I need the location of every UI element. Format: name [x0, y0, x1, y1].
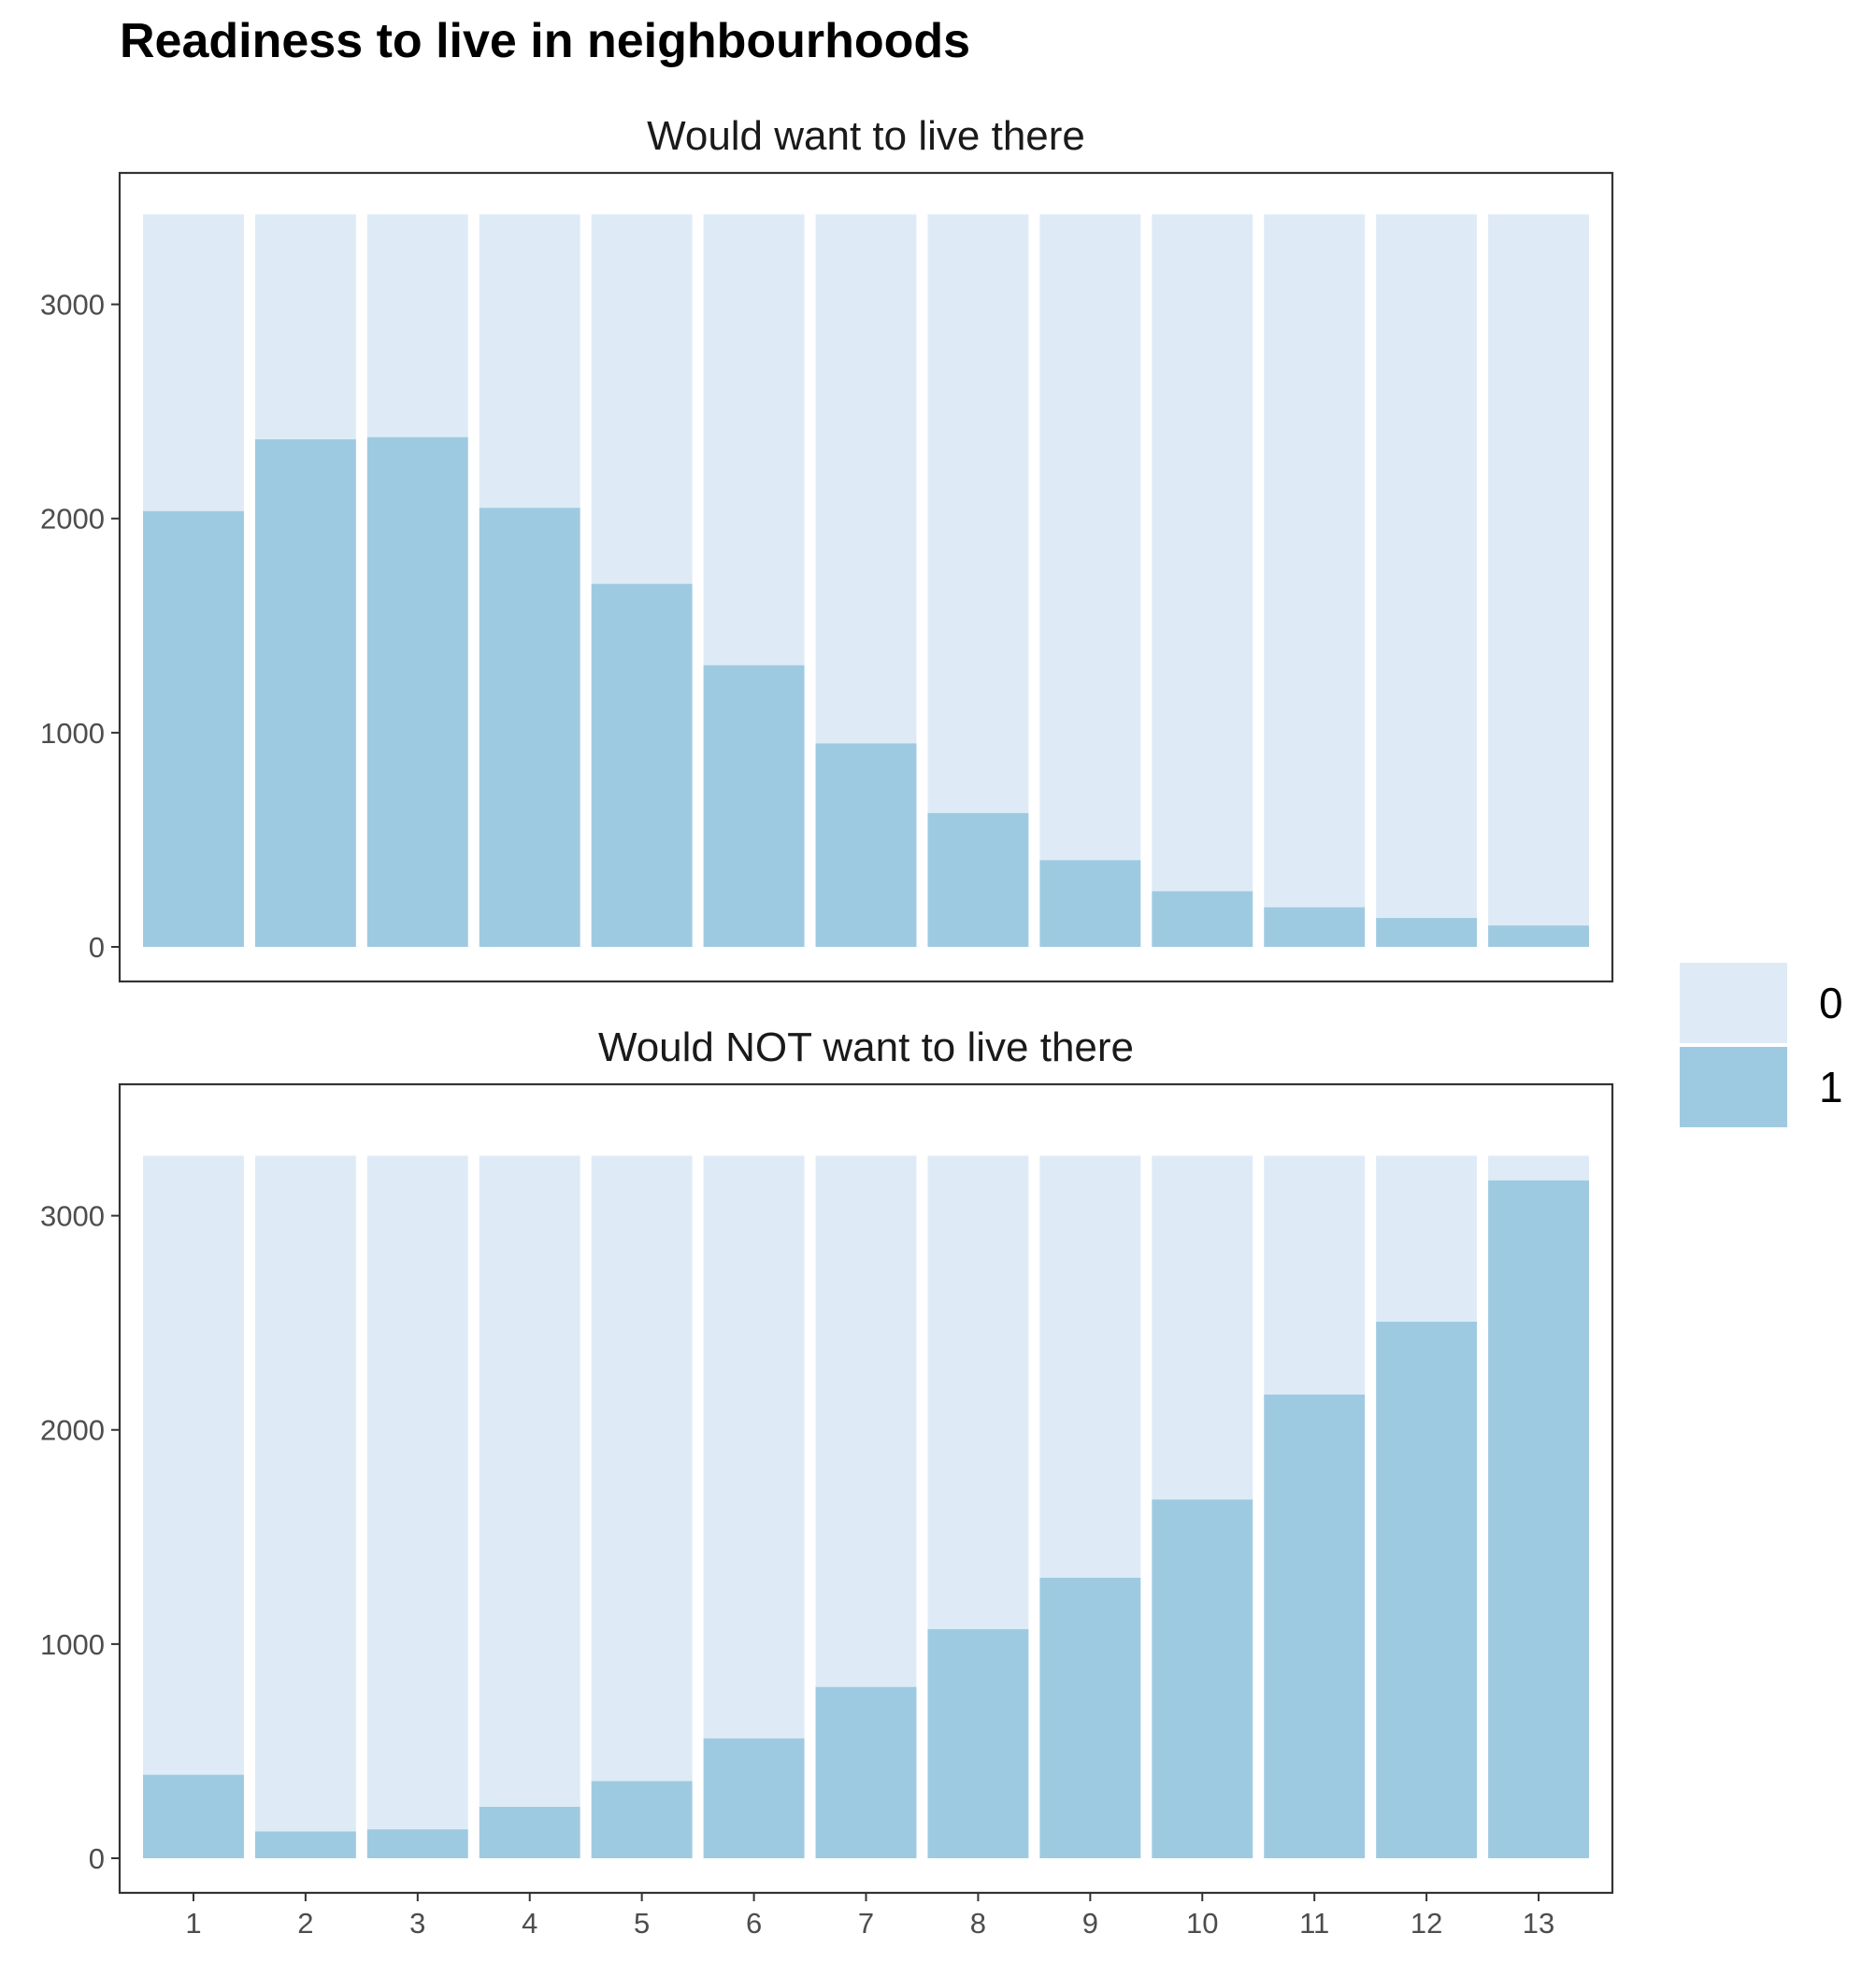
- y-tick-label: 2000: [40, 1414, 105, 1447]
- bar-segment-1: [479, 508, 580, 947]
- bar-segment-0: [703, 1155, 805, 1739]
- bar-segment-1: [927, 812, 1029, 947]
- bar-segment-0: [1488, 1155, 1590, 1181]
- bar-segment-0: [815, 1155, 917, 1687]
- bar-segment-0: [1376, 214, 1478, 919]
- bar-segment-1: [591, 1781, 693, 1858]
- bar-segment-1: [142, 510, 244, 947]
- bar-segment-0: [1488, 214, 1590, 926]
- panel-title: Would NOT want to live there: [598, 1024, 1134, 1070]
- x-tick-label: 7: [858, 1907, 874, 1940]
- bar-segment-0: [1152, 214, 1253, 892]
- x-tick-label: 4: [522, 1907, 537, 1940]
- bar-segment-1: [703, 665, 805, 947]
- bar-segment-0: [927, 1155, 1029, 1629]
- bar-segment-0: [815, 214, 917, 744]
- bar-segment-1: [1039, 860, 1141, 947]
- chart-title: Readiness to live in neighbourhoods: [120, 14, 971, 68]
- bar-segment-0: [1264, 1155, 1366, 1395]
- bar-segment-0: [366, 1155, 468, 1830]
- bar-segment-0: [591, 1155, 693, 1782]
- bar-segment-1: [703, 1738, 805, 1858]
- bar-segment-0: [1376, 1155, 1478, 1323]
- x-tick-label: 3: [409, 1907, 425, 1940]
- bar-segment-0: [591, 214, 693, 584]
- legend-key-0: [1680, 963, 1787, 1043]
- legend-key-1: [1680, 1047, 1787, 1127]
- bar-segment-0: [366, 214, 468, 437]
- bar-segment-1: [1264, 907, 1366, 947]
- bar-segment-1: [815, 743, 917, 947]
- x-tick-label: 9: [1082, 1907, 1098, 1940]
- bar-segment-0: [927, 214, 1029, 813]
- legend-label: 0: [1819, 979, 1843, 1027]
- panel-2: Would NOT want to live there 0 1000 2000 300…: [40, 1024, 1614, 1895]
- y-tick-label: 1000: [40, 1628, 105, 1661]
- bar-segment-0: [254, 214, 356, 439]
- x-tick-label: 12: [1411, 1907, 1442, 1940]
- bar-segment-0: [1152, 1155, 1253, 1500]
- bar-segment-0: [254, 1155, 356, 1832]
- bar-segment-1: [1376, 1322, 1478, 1858]
- x-tick-label: 10: [1186, 1907, 1218, 1940]
- bar-segment-1: [254, 438, 356, 947]
- bar-segment-1: [1376, 918, 1478, 947]
- bar-segment-0: [479, 1155, 580, 1808]
- bar-segment-1: [1488, 925, 1590, 947]
- bar-segment-0: [1264, 214, 1366, 908]
- y-tick-label: 1000: [40, 717, 105, 750]
- bar-segment-0: [703, 214, 805, 666]
- x-tick-label: 13: [1523, 1907, 1554, 1940]
- bar-segment-0: [1039, 1155, 1141, 1578]
- panel-border: [118, 171, 1614, 983]
- bar-segment-1: [254, 1831, 356, 1858]
- x-tick-label: 5: [634, 1907, 650, 1940]
- bar-segment-1: [366, 1829, 468, 1858]
- bar-segment-0: [479, 214, 580, 508]
- bar-segment-1: [479, 1807, 580, 1858]
- bar-segment-0: [142, 1155, 244, 1775]
- bar-segment-1: [591, 583, 693, 947]
- bar-segment-1: [927, 1628, 1029, 1858]
- x-tick-label: 11: [1299, 1907, 1329, 1940]
- bar-segment-1: [1152, 891, 1253, 947]
- bar-segment-1: [1264, 1394, 1366, 1858]
- panel-1: Would want to live there 0 1000 2000 3000: [40, 113, 1614, 983]
- bar-segment-0: [142, 214, 244, 511]
- bar-segment-1: [1152, 1499, 1253, 1858]
- bar-segment-1: [815, 1686, 917, 1858]
- x-tick-label: 6: [746, 1907, 762, 1940]
- bar-segment-0: [1039, 214, 1141, 861]
- y-tick-label: 3000: [40, 1200, 105, 1233]
- legend-label: 1: [1819, 1063, 1843, 1111]
- y-tick-label: 3000: [40, 289, 105, 322]
- panel-title: Would want to live there: [647, 113, 1085, 159]
- bar-segment-1: [1039, 1577, 1141, 1858]
- bar-segment-1: [142, 1774, 244, 1858]
- x-tick-label: 8: [970, 1907, 986, 1940]
- x-tick-label: 2: [297, 1907, 313, 1940]
- y-tick-label: 2000: [40, 503, 105, 536]
- y-tick-label: 0: [89, 931, 105, 964]
- bar-segment-1: [366, 437, 468, 948]
- bar-segment-1: [1488, 1180, 1590, 1858]
- y-tick-label: 0: [89, 1842, 105, 1875]
- x-tick-label: 1: [185, 1907, 201, 1940]
